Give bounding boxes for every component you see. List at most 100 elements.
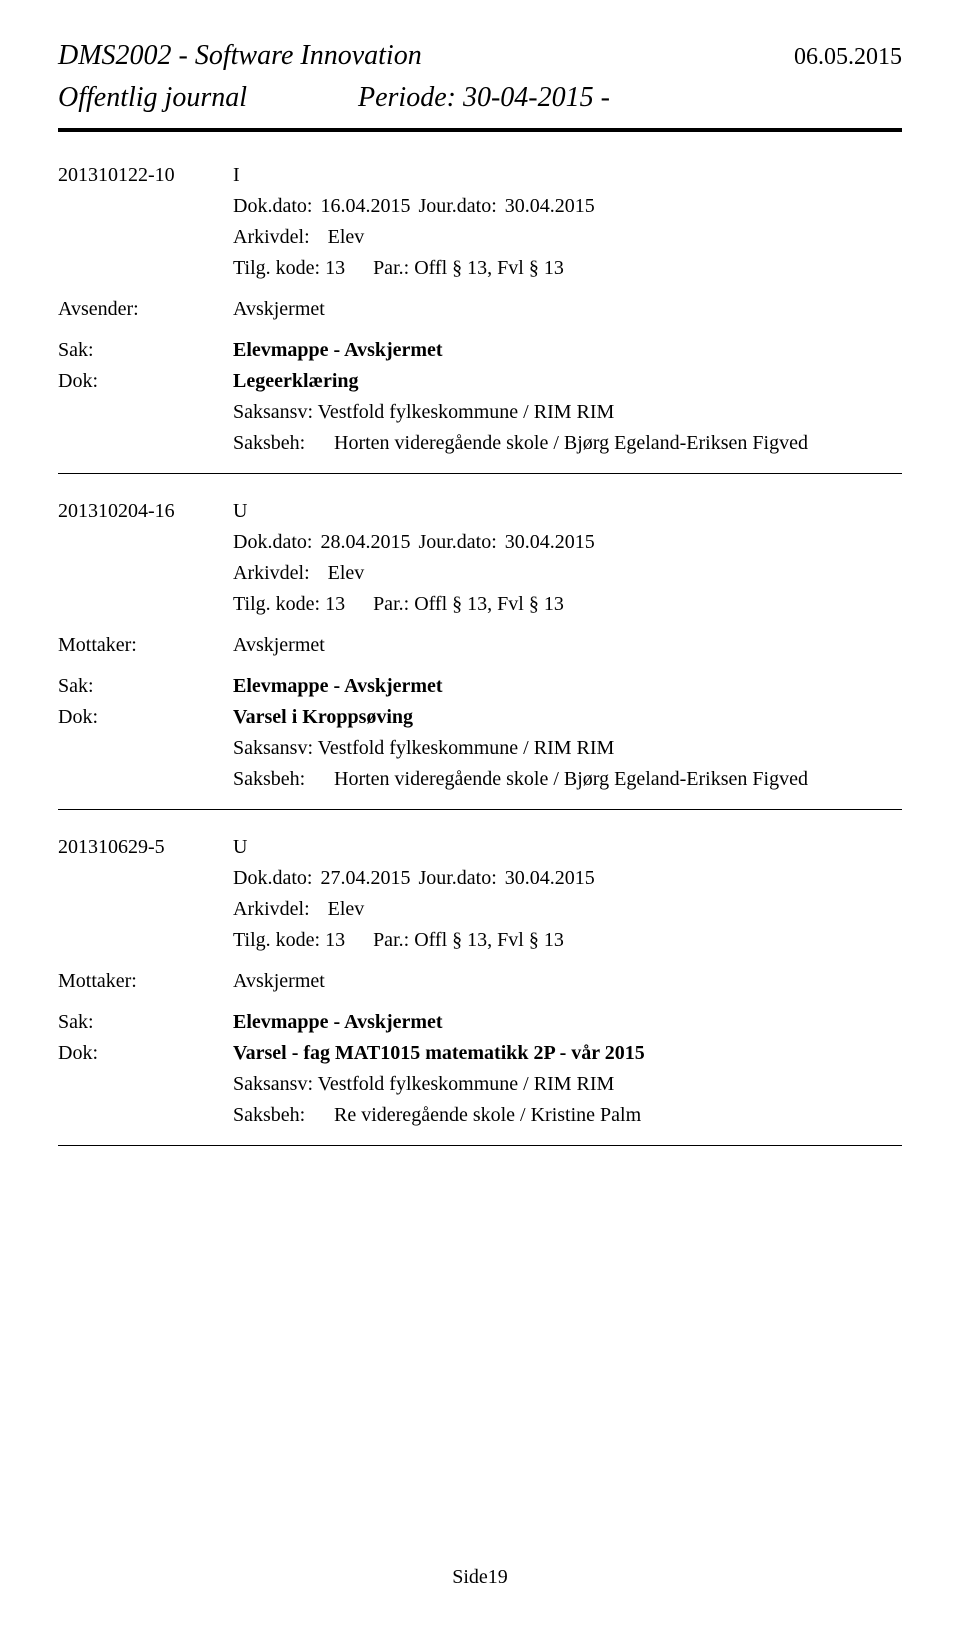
entry-separator [58,473,902,474]
par-value: Offl § 13, Fvl § 13 [414,929,564,951]
jourdato-label: Jour.dato: [418,527,496,558]
dok-row: Dok: Varsel - fag MAT1015 matematikk 2P … [58,1038,902,1069]
entry-id: 201310204-16 [58,496,233,527]
subheader-row: Offentlig journal Periode: 30-04-2015 - [58,82,902,114]
dokdato-value: 28.04.2015 [320,527,410,558]
arkivdel-label: Arkivdel: [233,894,310,925]
party-role: Mottaker: [58,966,233,997]
jourdato-value: 30.04.2015 [505,863,595,894]
saksansv-row: Saksansv: Vestfold fylkeskommune / RIM R… [58,733,902,764]
dokdato-label: Dok.dato: [233,863,312,894]
tilgkode-row: Tilg. kode: 13 Par.: Offl § 13, Fvl § 13 [58,925,902,956]
header-rule [58,128,902,132]
tilgkode-row: Tilg. kode: 13 Par.: Offl § 13, Fvl § 13 [58,253,902,284]
dok-value: Varsel i Kroppsøving [233,702,902,733]
page: DMS2002 - Software Innovation 06.05.2015… [0,0,960,1629]
page-number: Side19 [58,1566,902,1589]
entry-type: I [233,160,902,191]
sak-value: Elevmappe - Avskjermet [233,335,902,366]
par-label: Par.: [373,257,409,279]
saksbeh-label: Saksbeh: [233,1100,329,1131]
arkivdel-value: Elev [328,558,365,589]
saksbeh-value: Horten videregående skole / Bjørg Egelan… [334,432,808,454]
par-label: Par.: [373,593,409,615]
dok-value: Varsel - fag MAT1015 matematikk 2P - vår… [233,1038,902,1069]
tilgkode-label: Tilg. kode: [233,929,320,951]
saksbeh-value: Re videregående skole / Kristine Palm [334,1104,641,1126]
party-value: Avskjermet [233,294,902,325]
sak-label: Sak: [58,1007,233,1038]
saksbeh-label: Saksbeh: [233,764,329,795]
arkivdel-label: Arkivdel: [233,558,310,589]
par-value: Offl § 13, Fvl § 13 [414,257,564,279]
dok-label: Dok: [58,1038,233,1069]
arkivdel-row: Arkivdel: Elev [58,558,902,589]
saksbeh-row: Saksbeh: Horten videregående skole / Bjø… [58,428,902,459]
saksansv-row: Saksansv: Vestfold fylkeskommune / RIM R… [58,1069,902,1100]
jourdato-label: Jour.dato: [418,191,496,222]
tilgkode-value: 13 [325,257,345,279]
jourdato-label: Jour.dato: [418,863,496,894]
jourdato-value: 30.04.2015 [505,191,595,222]
entry-type: U [233,496,902,527]
sak-value: Elevmappe - Avskjermet [233,1007,902,1038]
entry-type: U [233,832,902,863]
header-date: 06.05.2015 [794,44,902,71]
saksbeh-label: Saksbeh: [233,428,329,459]
arkivdel-row: Arkivdel: Elev [58,222,902,253]
saksansv-label: Saksansv: [233,1073,313,1095]
party-row: Avsender: Avskjermet [58,294,902,325]
sak-value: Elevmappe - Avskjermet [233,671,902,702]
dokdato-label: Dok.dato: [233,191,312,222]
dok-label: Dok: [58,702,233,733]
entry-id-row: 201310629-5 U [58,832,902,863]
saksansv-value: Vestfold fylkeskommune / RIM RIM [318,401,615,423]
entry-separator [58,809,902,810]
party-row: Mottaker: Avskjermet [58,630,902,661]
dokdato-row: Dok.dato: 28.04.2015 Jour.dato: 30.04.20… [58,527,902,558]
dokdato-value: 27.04.2015 [320,863,410,894]
party-role: Mottaker: [58,630,233,661]
dok-value: Legeerklæring [233,366,902,397]
sak-label: Sak: [58,335,233,366]
tilgkode-label: Tilg. kode: [233,593,320,615]
sak-row: Sak: Elevmappe - Avskjermet [58,671,902,702]
party-value: Avskjermet [233,630,902,661]
arkivdel-label: Arkivdel: [233,222,310,253]
entry-id: 201310122-10 [58,160,233,191]
saksbeh-row: Saksbeh: Re videregående skole / Kristin… [58,1100,902,1131]
dokdato-label: Dok.dato: [233,527,312,558]
periode-label: Periode: 30-04-2015 - [358,82,610,114]
arkivdel-value: Elev [328,894,365,925]
par-value: Offl § 13, Fvl § 13 [414,593,564,615]
entry-id: 201310629-5 [58,832,233,863]
sak-label: Sak: [58,671,233,702]
saksansv-value: Vestfold fylkeskommune / RIM RIM [318,737,615,759]
saksansv-label: Saksansv: [233,737,313,759]
saksansv-row: Saksansv: Vestfold fylkeskommune / RIM R… [58,397,902,428]
sak-row: Sak: Elevmappe - Avskjermet [58,1007,902,1038]
header-title: DMS2002 - Software Innovation [58,40,422,72]
header-row: DMS2002 - Software Innovation 06.05.2015 [58,40,902,72]
sak-row: Sak: Elevmappe - Avskjermet [58,335,902,366]
party-value: Avskjermet [233,966,902,997]
saksansv-label: Saksansv: [233,401,313,423]
journal-entry: 201310629-5 U Dok.dato: 27.04.2015 Jour.… [58,832,902,1131]
saksbeh-row: Saksbeh: Horten videregående skole / Bjø… [58,764,902,795]
jourdato-value: 30.04.2015 [505,527,595,558]
tilgkode-label: Tilg. kode: [233,257,320,279]
dok-label: Dok: [58,366,233,397]
tilgkode-value: 13 [325,929,345,951]
journal-label: Offentlig journal [58,82,358,114]
arkivdel-value: Elev [328,222,365,253]
entry-id-row: 201310204-16 U [58,496,902,527]
party-row: Mottaker: Avskjermet [58,966,902,997]
dokdato-row: Dok.dato: 27.04.2015 Jour.dato: 30.04.20… [58,863,902,894]
tilgkode-row: Tilg. kode: 13 Par.: Offl § 13, Fvl § 13 [58,589,902,620]
dok-row: Dok: Legeerklæring [58,366,902,397]
entry-id-row: 201310122-10 I [58,160,902,191]
saksansv-value: Vestfold fylkeskommune / RIM RIM [318,1073,615,1095]
tilgkode-value: 13 [325,593,345,615]
dokdato-value: 16.04.2015 [320,191,410,222]
entry-separator [58,1145,902,1146]
